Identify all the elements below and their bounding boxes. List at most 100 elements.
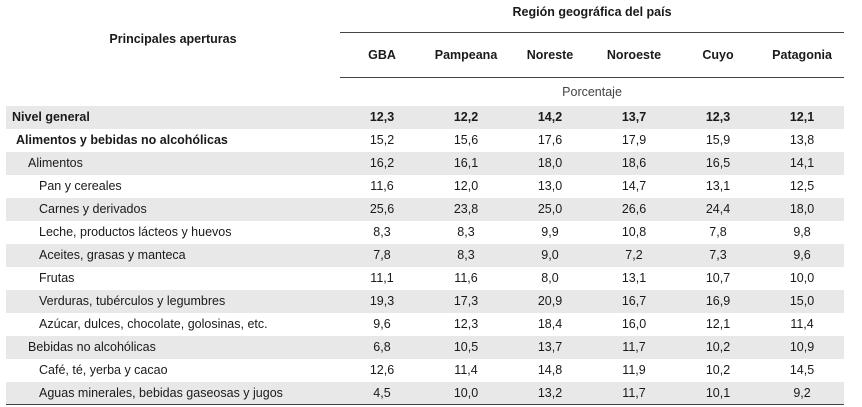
cell-value: 13,1 xyxy=(705,179,731,194)
cell-value: 20,9 xyxy=(508,290,592,313)
cell-value: 9,9 xyxy=(541,225,559,240)
cell-value: 10,2 xyxy=(705,363,731,378)
cell-value: 11,9 xyxy=(622,363,646,378)
column-header-noroeste: Noroeste xyxy=(592,32,676,78)
cell-value: 12,6 xyxy=(369,363,395,378)
cell-value: 16,7 xyxy=(592,290,676,313)
cell-value: 25,0 xyxy=(508,198,592,221)
stub-header: Principales aperturas xyxy=(109,31,237,46)
cell-value: 10,2 xyxy=(676,336,760,359)
row-label: Aceites, grasas y manteca xyxy=(6,244,340,267)
cell-value: 8,3 xyxy=(373,225,391,240)
cell-value: 10,0 xyxy=(424,382,508,405)
cell-value: 18,0 xyxy=(508,152,592,175)
cell-value: 12,1 xyxy=(760,106,845,129)
cell-value: 24,4 xyxy=(676,198,760,221)
cell-value: 16,0 xyxy=(621,317,647,332)
cell-value: 11,7 xyxy=(592,336,676,359)
cell-value: 14,8 xyxy=(537,363,563,378)
cell-value: 11,1 xyxy=(370,271,394,286)
cell-value: 9,6 xyxy=(760,244,845,267)
cell-value: 12,3 xyxy=(676,106,760,129)
cell-value: 10,8 xyxy=(621,225,647,240)
cell-value: 13,1 xyxy=(621,271,647,286)
cell-value: 12,3 xyxy=(340,106,424,129)
cell-value: 9,8 xyxy=(793,225,811,240)
column-header-cuyo: Cuyo xyxy=(676,32,760,78)
cell-value: 25,6 xyxy=(340,198,424,221)
cell-value: 9,0 xyxy=(508,244,592,267)
row-label: Alimentos y bebidas no alcohólicas xyxy=(16,133,228,148)
row-label: Pan y cereales xyxy=(39,179,122,194)
cell-value: 11,4 xyxy=(454,363,478,378)
cell-value: 10,5 xyxy=(424,336,508,359)
unit-label: Porcentaje xyxy=(562,84,622,99)
cell-value: 19,3 xyxy=(340,290,424,313)
cell-value: 13,0 xyxy=(537,179,563,194)
column-header-noreste: Noreste xyxy=(508,32,592,78)
cell-value: 4,5 xyxy=(340,382,424,405)
cell-value: 7,3 xyxy=(676,244,760,267)
cell-value: 17,3 xyxy=(424,290,508,313)
table-row: Leche, productos lácteos y huevos 8,3 8,3 9… xyxy=(6,221,844,244)
table-row: Aceites, grasas y manteca 7,8 8,3 9,0 7,2 7,3… xyxy=(6,244,845,267)
cell-value: 23,8 xyxy=(424,198,508,221)
cell-value: 7,2 xyxy=(592,244,676,267)
cell-value: 11,6 xyxy=(370,179,394,194)
cell-value: 8,3 xyxy=(424,244,508,267)
cell-value: 15,2 xyxy=(369,133,395,148)
table-row: Bebidas no alcohólicas 6,8 10,5 13,7 11,7 10,… xyxy=(6,336,845,359)
row-label: Bebidas no alcohólicas xyxy=(6,336,340,359)
inflation-table: Principales aperturas Región geográfica … xyxy=(6,0,845,405)
cell-value: 10,1 xyxy=(676,382,760,405)
region-group-header: Región geográfica del país xyxy=(340,0,845,33)
cell-value: 10,7 xyxy=(705,271,731,286)
cell-value: 18,4 xyxy=(537,317,563,332)
table-row: Nivel general 12,3 12,2 14,2 13,7 12,3 12,1 xyxy=(6,106,845,129)
cell-value: 11,6 xyxy=(454,271,478,286)
cell-value: 11,7 xyxy=(592,382,676,405)
cell-value: 9,6 xyxy=(373,317,391,332)
cell-value: 15,9 xyxy=(705,133,731,148)
row-label: Alimentos xyxy=(6,152,340,175)
cell-value: 11,4 xyxy=(790,317,814,332)
cell-value: 16,2 xyxy=(340,152,424,175)
row-label: Azúcar, dulces, chocolate, golosinas, et… xyxy=(39,317,268,332)
table-row: Café, té, yerba y cacao 12,6 11,4 14,8 11,9 1… xyxy=(6,359,844,382)
table-row: Alimentos 16,2 16,1 18,0 18,6 16,5 14,1 xyxy=(6,152,845,175)
cell-value: 12,2 xyxy=(424,106,508,129)
row-label: Verduras, tubérculos y legumbres xyxy=(6,290,340,313)
cell-value: 10,9 xyxy=(760,336,845,359)
cell-value: 17,6 xyxy=(537,133,563,148)
table-row: Aguas minerales, bebidas gaseosas y jugo… xyxy=(6,382,845,405)
row-label: Frutas xyxy=(39,271,75,286)
cell-value: 13,7 xyxy=(592,106,676,129)
column-header-patagonia: Patagonia xyxy=(760,32,845,78)
cell-value: 12,0 xyxy=(453,179,479,194)
row-label: Leche, productos lácteos y huevos xyxy=(39,225,232,240)
cell-value: 18,6 xyxy=(592,152,676,175)
cell-value: 14,7 xyxy=(621,179,647,194)
cell-value: 15,0 xyxy=(760,290,845,313)
row-label: Carnes y derivados xyxy=(6,198,340,221)
column-header-pampeana: Pampeana xyxy=(424,32,508,78)
cell-value: 12,1 xyxy=(705,317,731,332)
cell-value: 26,6 xyxy=(592,198,676,221)
cell-value: 16,9 xyxy=(676,290,760,313)
cell-value: 13,2 xyxy=(508,382,592,405)
table-row: Carnes y derivados 25,6 23,8 25,0 26,6 24,4 18… xyxy=(6,198,845,221)
table-row: Pan y cereales 11,6 12,0 13,0 14,7 13,1 12,5 xyxy=(6,175,844,198)
cell-value: 16,5 xyxy=(676,152,760,175)
row-label: Aguas minerales, bebidas gaseosas y jugo… xyxy=(6,382,340,405)
cell-value: 15,6 xyxy=(453,133,479,148)
table-row: Alimentos y bebidas no alcohólicas 15,2 15… xyxy=(6,129,844,152)
cell-value: 16,1 xyxy=(424,152,508,175)
row-label: Café, té, yerba y cacao xyxy=(39,363,168,378)
table-row: Frutas 11,1 11,6 8,0 13,1 10,7 10,0 xyxy=(6,267,844,290)
row-label: Nivel general xyxy=(6,106,340,129)
cell-value: 7,8 xyxy=(340,244,424,267)
cell-value: 12,3 xyxy=(453,317,479,332)
cell-value: 6,8 xyxy=(340,336,424,359)
table-row: Verduras, tubérculos y legumbres 19,3 17,3… xyxy=(6,290,845,313)
cell-value: 9,2 xyxy=(760,382,845,405)
